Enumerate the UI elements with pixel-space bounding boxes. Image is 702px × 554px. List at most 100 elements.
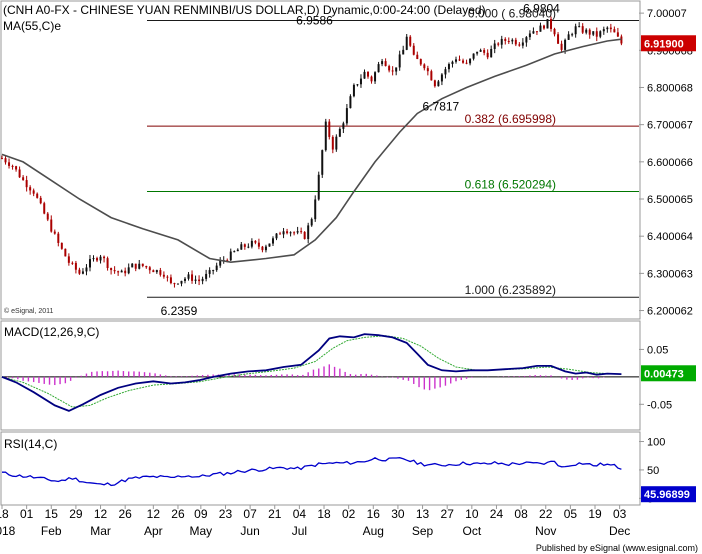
price-bar-body xyxy=(18,169,21,178)
macd-last-badge-text: 0.00473 xyxy=(644,368,684,380)
macd-ytick-label: 0.05 xyxy=(647,344,668,356)
price-bar-body xyxy=(553,28,556,35)
price-bar-body xyxy=(57,233,60,243)
rsi-last-badge-bg xyxy=(641,486,696,503)
price-bar-body xyxy=(155,270,158,273)
price-bar-body xyxy=(296,231,299,233)
price-bar-body xyxy=(271,238,274,244)
price-panel-frame xyxy=(0,0,641,320)
price-bar-body xyxy=(71,262,74,264)
price-bar-body xyxy=(219,260,222,266)
annotation-6-7817: 6.7817 xyxy=(423,99,460,113)
price-bar-body xyxy=(398,54,401,68)
price-bar-body xyxy=(240,244,243,250)
month-label: Nov xyxy=(535,524,556,538)
price-bar-body xyxy=(511,39,514,42)
price-bar-body xyxy=(78,269,81,274)
price-bar-body xyxy=(127,267,130,274)
price-bar-body xyxy=(29,187,32,191)
price-bar-body xyxy=(198,279,201,282)
price-bar-body xyxy=(85,267,88,272)
price-bar-body xyxy=(335,136,338,150)
price-bar-body xyxy=(50,219,53,232)
price-bar-body xyxy=(46,213,49,220)
price-bar-body xyxy=(275,233,278,239)
xtick-label: 26 xyxy=(118,507,132,521)
price-bar-body xyxy=(599,31,602,37)
price-bar-body xyxy=(613,29,616,33)
price-bar-body xyxy=(134,263,137,269)
price-bar-body xyxy=(103,256,106,259)
price-bar-body xyxy=(289,232,292,234)
price-bar-body xyxy=(293,232,296,234)
price-bar-body xyxy=(180,280,183,284)
price-bar-body xyxy=(426,68,429,72)
price-bar-body xyxy=(458,59,461,61)
price-bar-body xyxy=(268,243,271,247)
price-bar-body xyxy=(479,50,482,52)
price-bar-body xyxy=(145,265,148,268)
month-label: Sep xyxy=(412,524,434,538)
price-bar-body xyxy=(243,244,246,247)
price-bar-body xyxy=(120,270,123,273)
macd-ytick-label: -0.05 xyxy=(647,399,672,411)
price-bar-body xyxy=(36,193,39,198)
price-ytick-label: 6.700067 xyxy=(647,120,693,132)
xtick-label: 18 xyxy=(0,507,9,521)
xtick-label: 24 xyxy=(490,507,504,521)
month-label: Jun xyxy=(240,524,259,538)
rsi-ytick-label: 50 xyxy=(647,465,659,477)
price-bar-body xyxy=(381,61,384,65)
annotation-6-2359: 6.2359 xyxy=(161,304,198,318)
price-bar-body xyxy=(328,121,331,137)
price-bar-body xyxy=(307,225,310,239)
price-bar-body xyxy=(321,150,324,175)
fib-label-1: 0.382 (6.695998) xyxy=(465,112,556,126)
rsi-last-badge-text: 45.96899 xyxy=(644,489,690,501)
price-bar-body xyxy=(67,256,70,263)
price-bar-body xyxy=(131,263,134,268)
macd-layer xyxy=(1,333,639,412)
price-bar-body xyxy=(546,19,549,29)
price-bar-body xyxy=(74,262,77,270)
price-bar-body xyxy=(342,123,345,129)
month-label: Mar xyxy=(90,524,111,538)
price-bar-body xyxy=(286,231,289,234)
macd-panel-title: MACD(12,26,9,C) xyxy=(4,325,99,339)
price-bar-body xyxy=(585,29,588,33)
price-bar-body xyxy=(254,240,257,243)
xtick-label: 10 xyxy=(465,507,479,521)
month-label: Oct xyxy=(462,524,481,538)
price-bar-body xyxy=(236,249,239,252)
month-label: Jul xyxy=(292,524,307,538)
price-bar-body xyxy=(205,273,208,279)
annotation-6-9586: 6.9586 xyxy=(296,14,333,28)
price-bar-body xyxy=(117,271,120,273)
price-bar-body xyxy=(11,165,14,167)
fib-label-2: 0.618 (6.520294) xyxy=(465,177,556,191)
price-bar-body xyxy=(581,26,584,33)
xtick-label: 29 xyxy=(69,507,83,521)
price-bar-body xyxy=(96,258,99,261)
price-bar-body xyxy=(264,246,267,251)
price-bar-body xyxy=(229,251,232,261)
price-bar-body xyxy=(472,53,475,59)
price-bar-body xyxy=(402,49,405,55)
month-label: Feb xyxy=(41,524,62,538)
ma-55-line xyxy=(1,38,622,264)
price-bar-body xyxy=(349,96,352,109)
price-bar-body xyxy=(592,31,595,35)
price-bar-body xyxy=(483,50,486,53)
price-last-badge-text: 6.91900 xyxy=(644,38,684,50)
price-ytick-label: 6.600066 xyxy=(647,157,693,169)
price-bar-body xyxy=(447,64,450,70)
xtick-label: 09 xyxy=(194,507,208,521)
xtick-label: 27 xyxy=(441,507,455,521)
price-bar-body xyxy=(416,54,419,60)
price-bar-body xyxy=(261,246,264,251)
price-bar-body xyxy=(282,231,285,235)
price-bar-body xyxy=(550,19,553,29)
price-bar-body xyxy=(602,29,605,32)
